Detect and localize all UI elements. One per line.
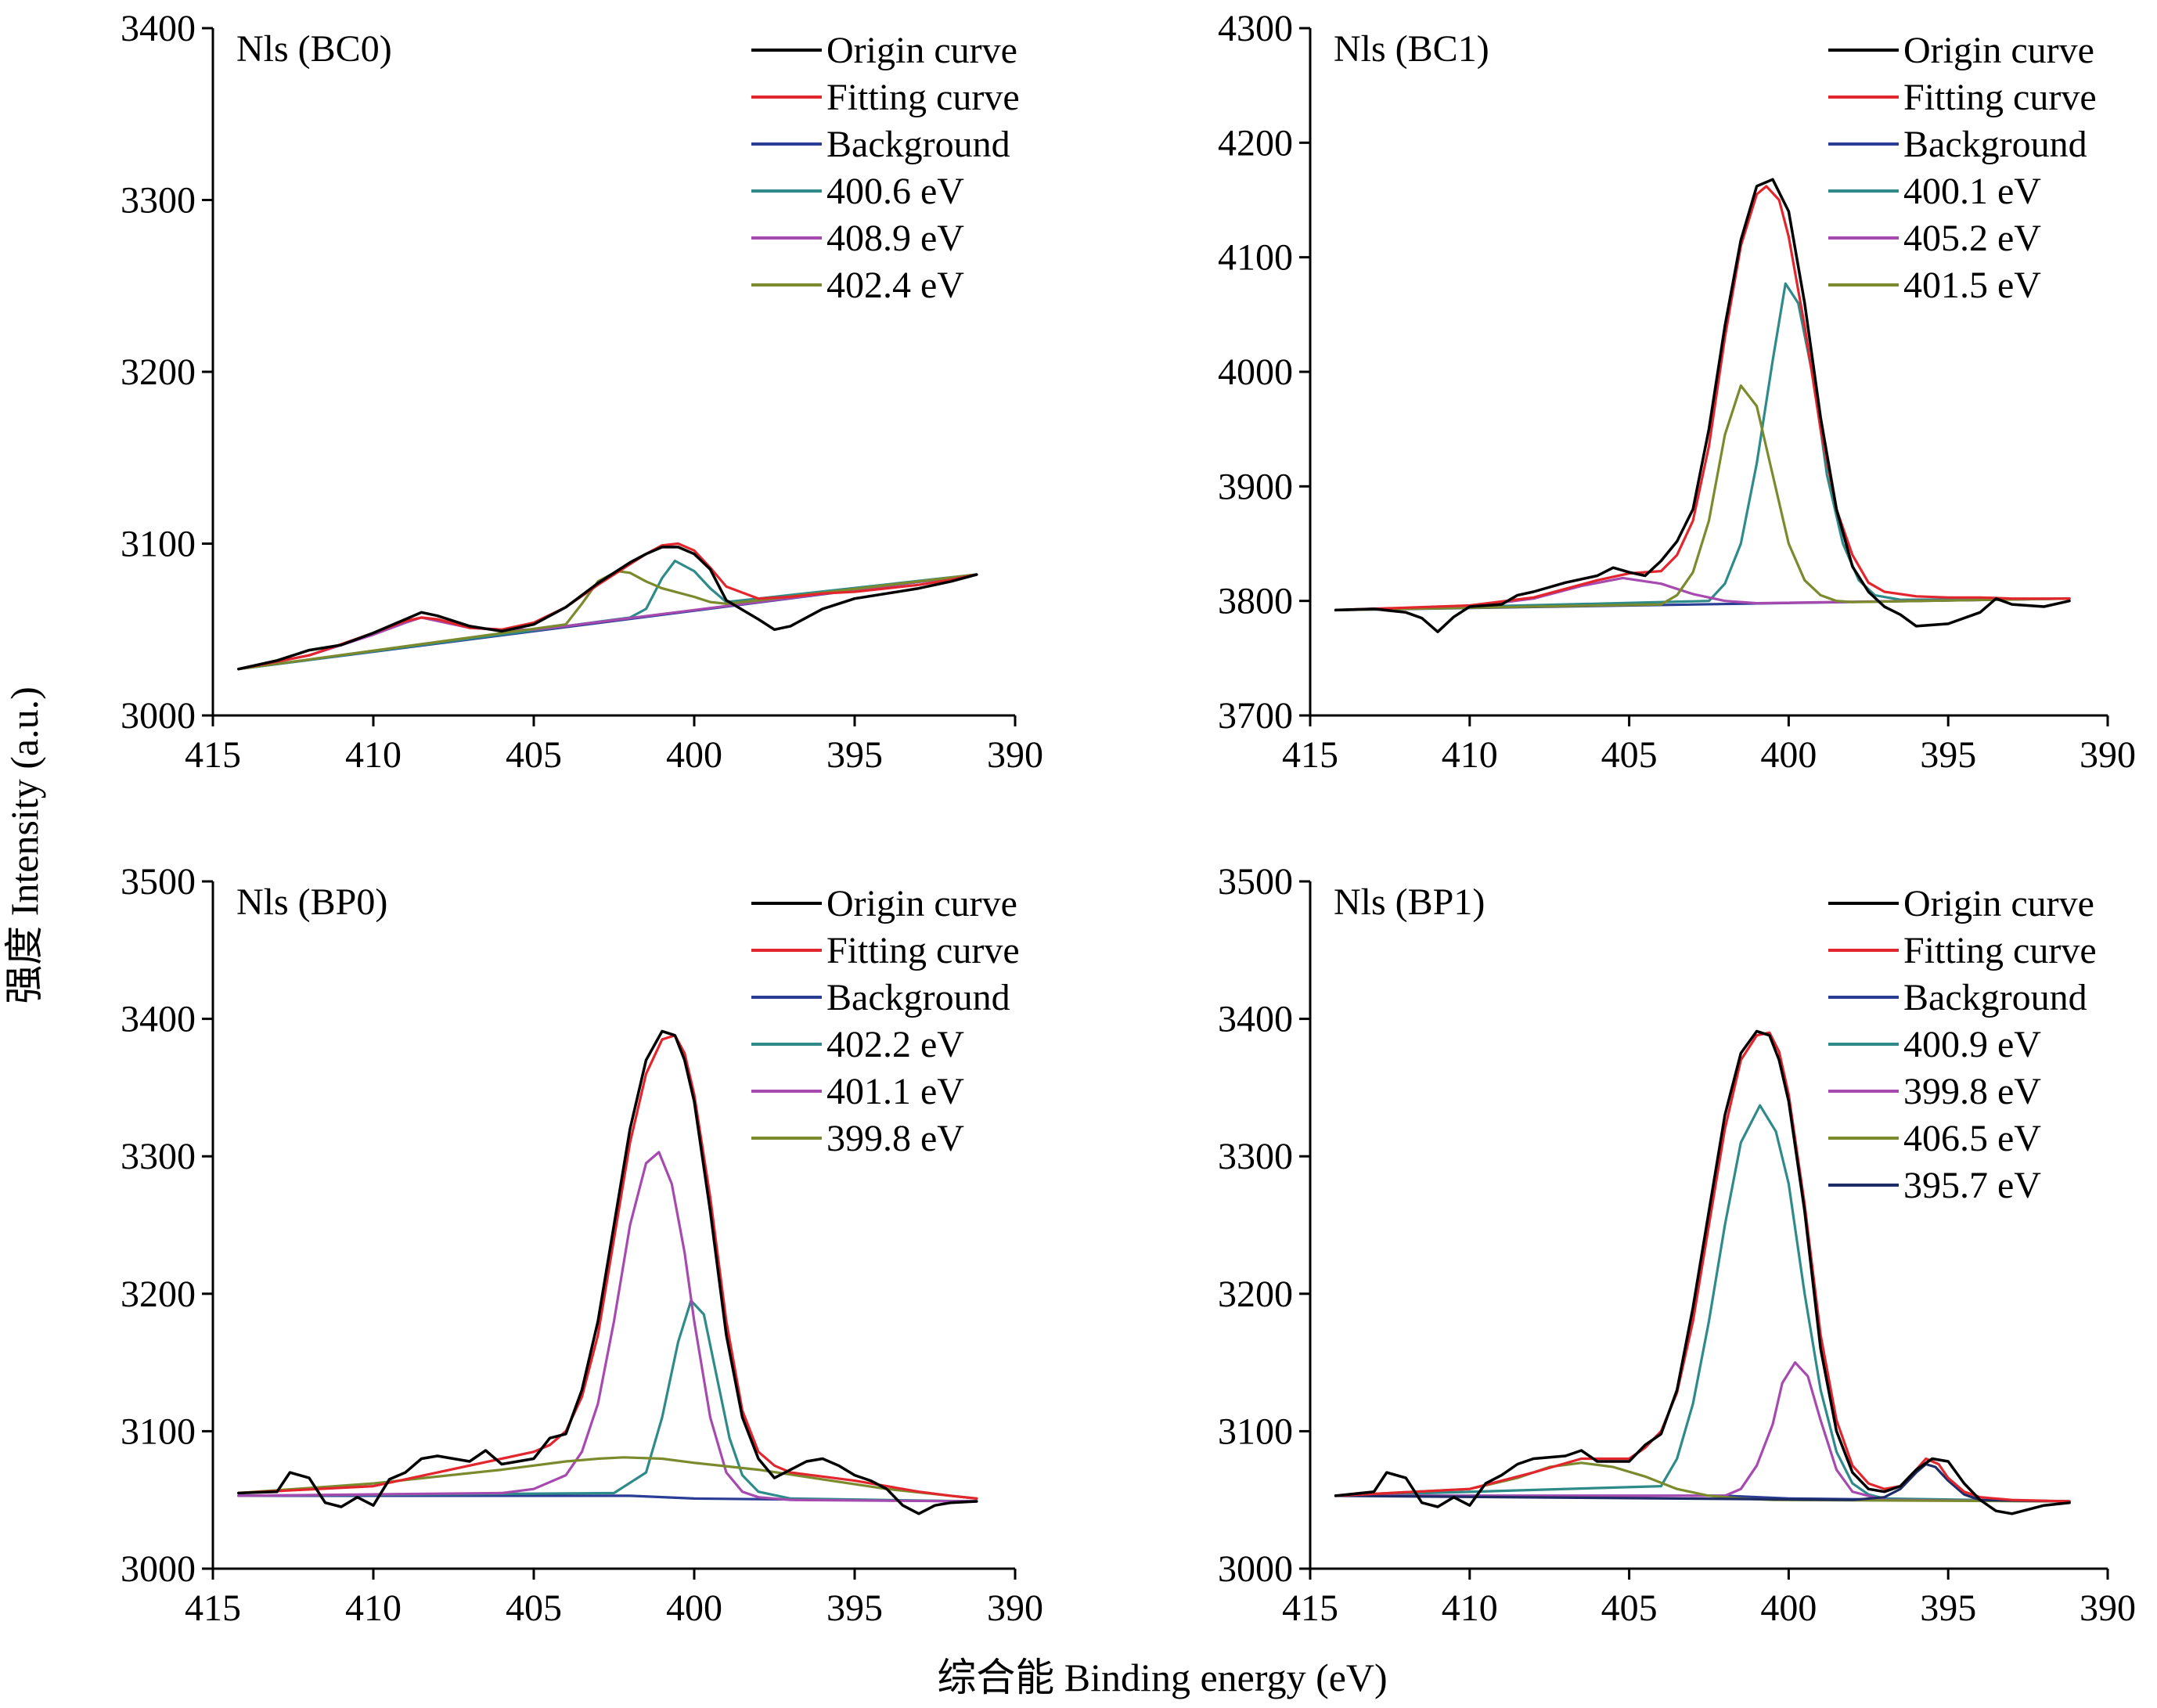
x-tick-label: 410 [345, 734, 402, 776]
legend-label: 399.8 eV [826, 1118, 964, 1159]
series-line-400-9-ev [1334, 1104, 2071, 1503]
series-line-fitting-curve [237, 542, 978, 671]
series-line-origin-curve [1334, 178, 2071, 633]
chart-panel-bp1: 3000 3100 3200 3300 3400 3500 415 410 405 400 395 3… [1218, 861, 2136, 1629]
x-axis-title: 综合能 Binding energy (eV) [937, 1656, 1387, 1699]
y-tick-label: 3300 [121, 1136, 196, 1177]
y-tick-label: 3200 [1218, 1274, 1293, 1315]
y-tick-label: 3400 [121, 8, 196, 49]
y-tick-label: 3500 [1218, 861, 1293, 903]
legend-label: 399.8 eV [1903, 1071, 2041, 1112]
x-tick-label: 415 [1282, 734, 1338, 776]
y-tick-label: 3000 [1218, 1548, 1293, 1590]
x-tick-label: 400 [666, 1587, 722, 1629]
y-tick-label: 4000 [1218, 351, 1293, 393]
y-tick-label: 3800 [1218, 581, 1293, 622]
x-tick-label: 390 [2080, 1587, 2136, 1629]
y-tick-label: 4200 [1218, 122, 1293, 164]
x-tick-label: 410 [345, 1587, 402, 1629]
x-tick-label: 405 [506, 1587, 562, 1629]
x-tick-label: 395 [1920, 734, 1976, 776]
panel-title-bp1: Nls (BP1) [1334, 881, 1485, 923]
y-tick-label: 3200 [121, 351, 196, 393]
legend-label: Origin curve [826, 883, 1017, 924]
legend-label: 400.9 eV [1903, 1024, 2041, 1065]
legend-label: 400.6 eV [826, 171, 964, 212]
y-tick-label: 3400 [121, 999, 196, 1040]
x-tick-label: 405 [1601, 734, 1658, 776]
panel-title-bc1: Nls (BC1) [1334, 28, 1489, 70]
series-line-402-4-ev [237, 569, 978, 671]
legend-label: 400.1 eV [1903, 171, 2041, 212]
x-tick-label: 400 [666, 734, 722, 776]
x-tick-label: 405 [1601, 1587, 1658, 1629]
x-tick-label: 395 [826, 734, 883, 776]
series-line-origin-curve [1334, 1029, 2071, 1515]
legend-label: Fitting curve [826, 930, 1020, 971]
legend-label: 405.2 eV [1903, 218, 2041, 259]
x-tick-label: 395 [1920, 1587, 1976, 1629]
x-tick-label: 405 [506, 734, 562, 776]
y-tick-label: 3000 [121, 1548, 196, 1590]
y-tick-label: 3200 [121, 1274, 196, 1315]
series-line-402-2-ev [237, 1299, 978, 1503]
x-tick-label: 410 [1442, 734, 1498, 776]
series-line-401-5-ev [1334, 384, 2071, 612]
y-axis-title: 强度 Intensity (a.u.) [2, 686, 46, 1004]
legend-label: Fitting curve [826, 77, 1020, 118]
legend-label: 401.1 eV [826, 1071, 964, 1112]
legend-label: Fitting curve [1903, 930, 2097, 971]
y-tick-label: 3400 [1218, 999, 1293, 1040]
legend-label: Origin curve [1903, 883, 2094, 924]
x-tick-label: 400 [1760, 734, 1817, 776]
series-line-origin-curve [237, 1029, 978, 1515]
series-line-400-1-ev [1334, 282, 2071, 612]
x-tick-label: 390 [987, 734, 1043, 776]
x-tick-label: 390 [2080, 734, 2136, 776]
x-tick-label: 395 [826, 1587, 883, 1629]
series-line-399-8-ev [1334, 1360, 2071, 1503]
x-tick-label: 390 [987, 1587, 1043, 1629]
x-tick-label: 410 [1442, 1587, 1498, 1629]
series-line-401-1-ev [237, 1151, 978, 1503]
series-line-fitting-curve [1334, 1031, 2071, 1503]
chart-panel-bc1: 3700 3800 3900 4000 4100 4200 4300 415 410 405 400… [1218, 8, 2136, 776]
legend-label: Background [1903, 124, 2087, 165]
legend-label: Origin curve [826, 30, 1017, 71]
y-tick-label: 3100 [121, 1411, 196, 1452]
y-tick-label: 3900 [1218, 466, 1293, 507]
y-tick-label: 4300 [1218, 8, 1293, 49]
panel-title-bc0: Nls (BC0) [236, 28, 392, 70]
panel-title-bp0: Nls (BP0) [236, 881, 387, 923]
y-tick-label: 4100 [1218, 237, 1293, 279]
legend-label: 401.5 eV [1903, 265, 2041, 306]
y-tick-label: 3100 [121, 524, 196, 565]
y-tick-label: 3300 [121, 180, 196, 222]
series-line-origin-curve [237, 546, 978, 671]
y-tick-label: 3500 [121, 861, 196, 903]
legend-label: 406.5 eV [1903, 1118, 2041, 1159]
x-tick-label: 415 [1282, 1587, 1338, 1629]
chart-panel-bc0: 3000 3100 3200 3300 3400 415 410 405 400 395 390 Nl… [121, 8, 1043, 776]
legend-label: 408.9 eV [826, 218, 964, 259]
legend-label: Fitting curve [1903, 77, 2097, 118]
y-tick-label: 3700 [1218, 695, 1293, 737]
legend-label: Origin curve [1903, 30, 2094, 71]
legend-label: Background [826, 124, 1010, 165]
chart-panel-bp0: 3000 3100 3200 3300 3400 3500 415 410 405 400 395 3… [121, 861, 1043, 1629]
x-tick-label: 415 [185, 1587, 241, 1629]
x-tick-label: 415 [185, 734, 241, 776]
legend-label: Background [826, 977, 1010, 1018]
legend-label: Background [1903, 977, 2087, 1018]
y-tick-label: 3100 [1218, 1411, 1293, 1452]
x-tick-label: 400 [1760, 1587, 1817, 1629]
y-tick-label: 3300 [1218, 1136, 1293, 1177]
y-tick-label: 3000 [121, 695, 196, 737]
legend-label: 395.7 eV [1903, 1165, 2041, 1206]
series-line-399-8-ev [237, 1456, 978, 1501]
legend-label: 402.4 eV [826, 265, 964, 306]
legend-label: 402.2 eV [826, 1024, 964, 1065]
